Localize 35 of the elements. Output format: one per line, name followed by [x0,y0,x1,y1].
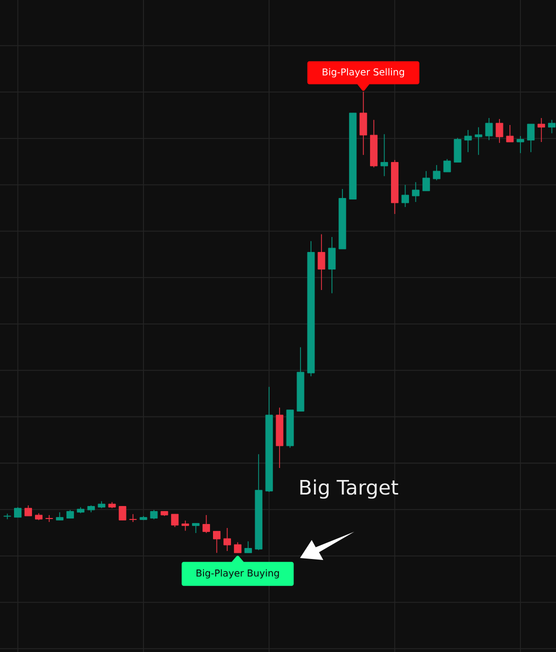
candlestick [496,118,504,144]
candlestick [328,236,336,294]
candlestick [118,506,126,521]
candlestick [527,124,535,153]
candlestick [129,514,137,522]
candlestick [454,137,462,163]
candlestick [202,514,210,534]
candlestick [234,542,242,554]
candlestick [244,540,252,554]
text: Big-Player Selling [322,68,404,78]
candlestick [432,164,440,181]
text: Big-Player Buying [196,569,279,578]
candlestick [422,170,430,192]
candlestick [360,91,368,156]
candlestick [443,158,451,172]
candlestick [380,134,388,177]
candlestick [171,514,179,528]
candlestick [516,136,524,154]
candlestick [150,510,158,520]
candlestick [464,130,472,153]
candlestick [14,506,22,518]
candlestick [412,182,420,202]
candlestick [213,530,220,554]
candlestick [24,504,32,516]
candlestick [474,126,482,156]
candlestick [182,520,190,532]
candlestick [318,234,326,290]
candlestick [538,118,546,142]
annotation: Big Target [300,479,398,499]
candlestick [223,528,231,552]
candlestick [485,118,493,141]
candlestick [192,522,200,534]
candlestick [401,184,409,208]
candlestick [548,119,556,134]
candlestick [506,124,514,142]
